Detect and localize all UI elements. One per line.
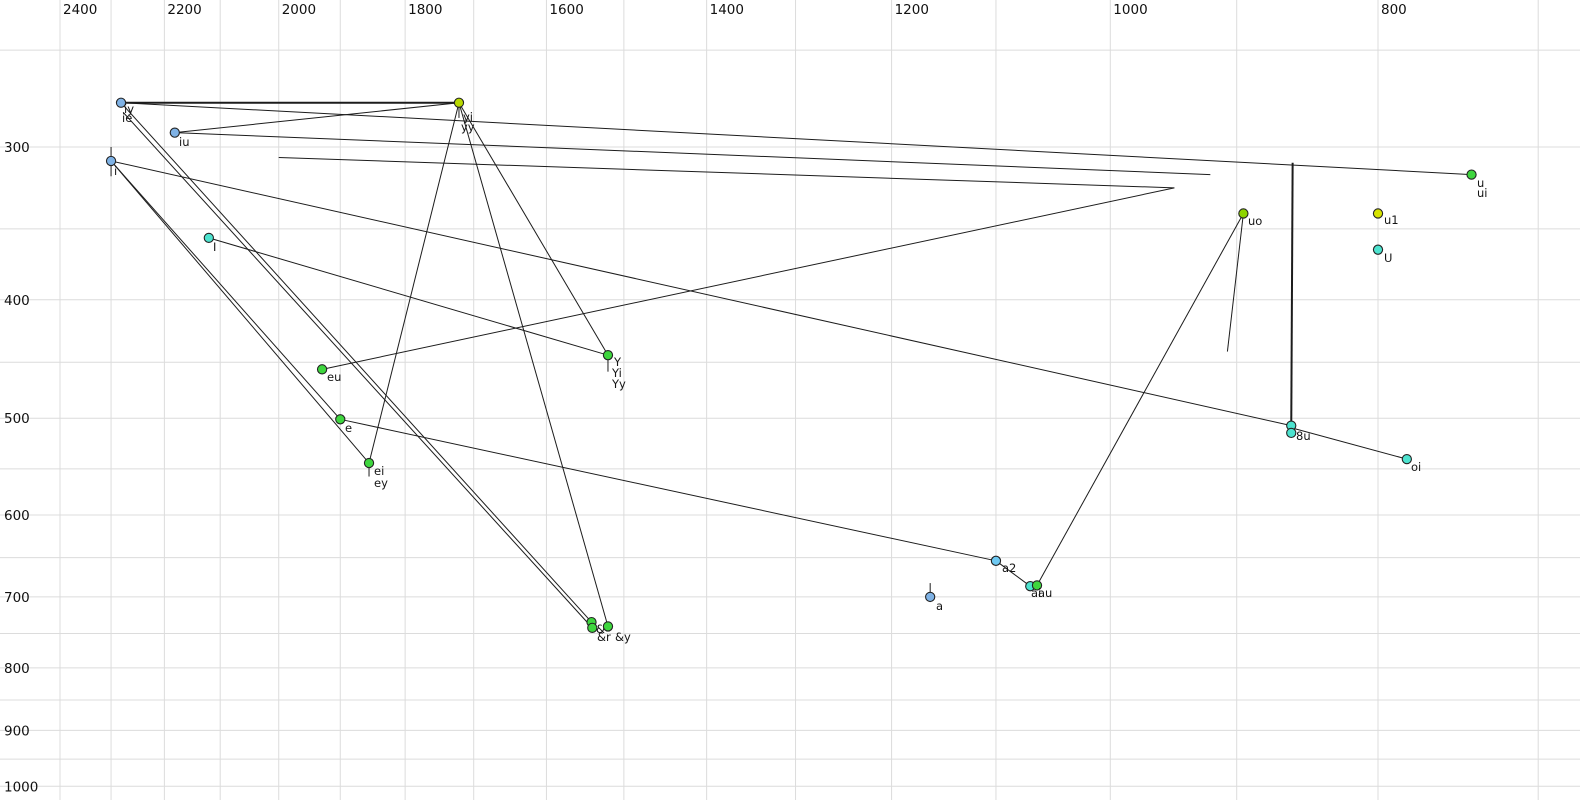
point-label-iu: iu (179, 135, 189, 149)
data-point-uo[interactable] (1238, 208, 1249, 219)
point-label-&r: &r (597, 630, 611, 644)
data-point-eu[interactable] (316, 364, 328, 375)
trajectory-line (110, 160, 370, 464)
trajectory-line (120, 102, 1472, 176)
point-label-&: & (596, 622, 605, 636)
data-point-oi[interactable] (1401, 453, 1412, 465)
trajectory-line (458, 102, 609, 627)
data-point-U[interactable] (1372, 244, 1384, 255)
data-point-u1[interactable] (1372, 208, 1384, 219)
point-label-Yi: Yi (611, 366, 622, 380)
data-point-au[interactable] (1031, 580, 1043, 591)
x-axis-tick-label: 2400 (63, 2, 97, 18)
data-point-I[interactable] (203, 232, 214, 244)
point-label-I: I (213, 240, 216, 254)
x-axis-tick-label: 1200 (895, 2, 929, 18)
trajectory-line (1036, 213, 1244, 586)
data-point-yi[interactable] (453, 97, 465, 108)
y-axis-tick-label: 600 (4, 508, 30, 524)
trajectory-line (174, 102, 460, 134)
point-label-i: i (114, 164, 117, 178)
data-point-a2[interactable] (990, 555, 1002, 566)
point-label-ey: ey (374, 476, 388, 490)
y-axis-tick-label: 500 (4, 411, 30, 427)
x-axis-tick-label: 1400 (710, 2, 744, 18)
trajectory-line (340, 418, 997, 562)
y-axis-tick-label: 400 (4, 293, 30, 309)
trajectory-line (1290, 162, 1294, 428)
trajectory-line (1226, 213, 1244, 352)
x-axis-tick-label: 2200 (167, 2, 201, 18)
point-label-au: au (1038, 586, 1052, 600)
y-axis-tick-label: 300 (4, 140, 30, 156)
x-axis-tick-label: 1800 (408, 2, 442, 18)
point-label-uo: uo (1248, 214, 1262, 228)
trajectory-line (174, 132, 1211, 176)
data-point-iu[interactable] (169, 127, 180, 138)
trajectory-line (110, 160, 341, 420)
point-label-ei: ei (374, 464, 384, 478)
trajectory-line (368, 102, 460, 464)
y-axis-tick-label: 700 (4, 590, 30, 606)
data-point-Y[interactable] (602, 350, 614, 361)
data-point-u[interactable] (1466, 169, 1477, 180)
x-axis-tick-label: 1000 (1113, 2, 1147, 18)
point-label-U: U (1384, 251, 1392, 265)
point-label-oi: oi (1411, 460, 1421, 474)
point-label-ui: ui (1477, 186, 1487, 200)
point-label-yy: yy (461, 120, 475, 134)
point-label-u: u (1477, 176, 1484, 190)
trajectory-line (120, 102, 592, 623)
point-label-e: e (345, 421, 352, 435)
trajectory-line (208, 237, 609, 356)
y-axis-tick-label: 900 (4, 723, 30, 739)
trajectory-line (995, 560, 1031, 587)
data-point-extra[interactable] (1286, 427, 1297, 439)
data-point-i[interactable] (105, 155, 117, 167)
point-label-Yy: Yy (611, 377, 626, 391)
point-label-&y: &y (615, 630, 631, 644)
x-axis-tick-label: 2000 (282, 2, 316, 18)
point-label-eu: eu (327, 370, 341, 384)
point-label-u1: u1 (1384, 213, 1399, 227)
data-point-iy[interactable] (115, 97, 127, 108)
data-point-&r[interactable] (587, 622, 598, 634)
point-label-Y: Y (613, 355, 622, 369)
data-point-e[interactable] (335, 414, 346, 425)
point-label-iy: iy (124, 102, 134, 116)
point-label-ie: ie (122, 111, 132, 125)
trajectory-line (321, 187, 1175, 370)
data-point-&y[interactable] (602, 621, 614, 632)
y-axis-tick-label: 800 (4, 661, 30, 677)
point-label-a: a (936, 599, 943, 613)
point-label-8u: 8u (1296, 429, 1311, 443)
trajectory-line (458, 102, 609, 356)
trajectory-line (278, 157, 1175, 189)
point-label-ai: ai (1031, 586, 1041, 600)
data-point-a[interactable] (925, 591, 936, 603)
data-point-ei[interactable] (363, 457, 375, 469)
trajectory-line (122, 111, 593, 629)
point-label-a2: a2 (1002, 561, 1016, 575)
y-axis-tick-label: 1000 (4, 779, 38, 795)
trajectory-line (110, 160, 1292, 427)
x-axis-tick-label: 1600 (549, 2, 583, 18)
trajectory-line (1291, 427, 1407, 460)
point-label-yi: yi (463, 110, 473, 124)
x-axis-tick-label: 800 (1381, 2, 1407, 18)
